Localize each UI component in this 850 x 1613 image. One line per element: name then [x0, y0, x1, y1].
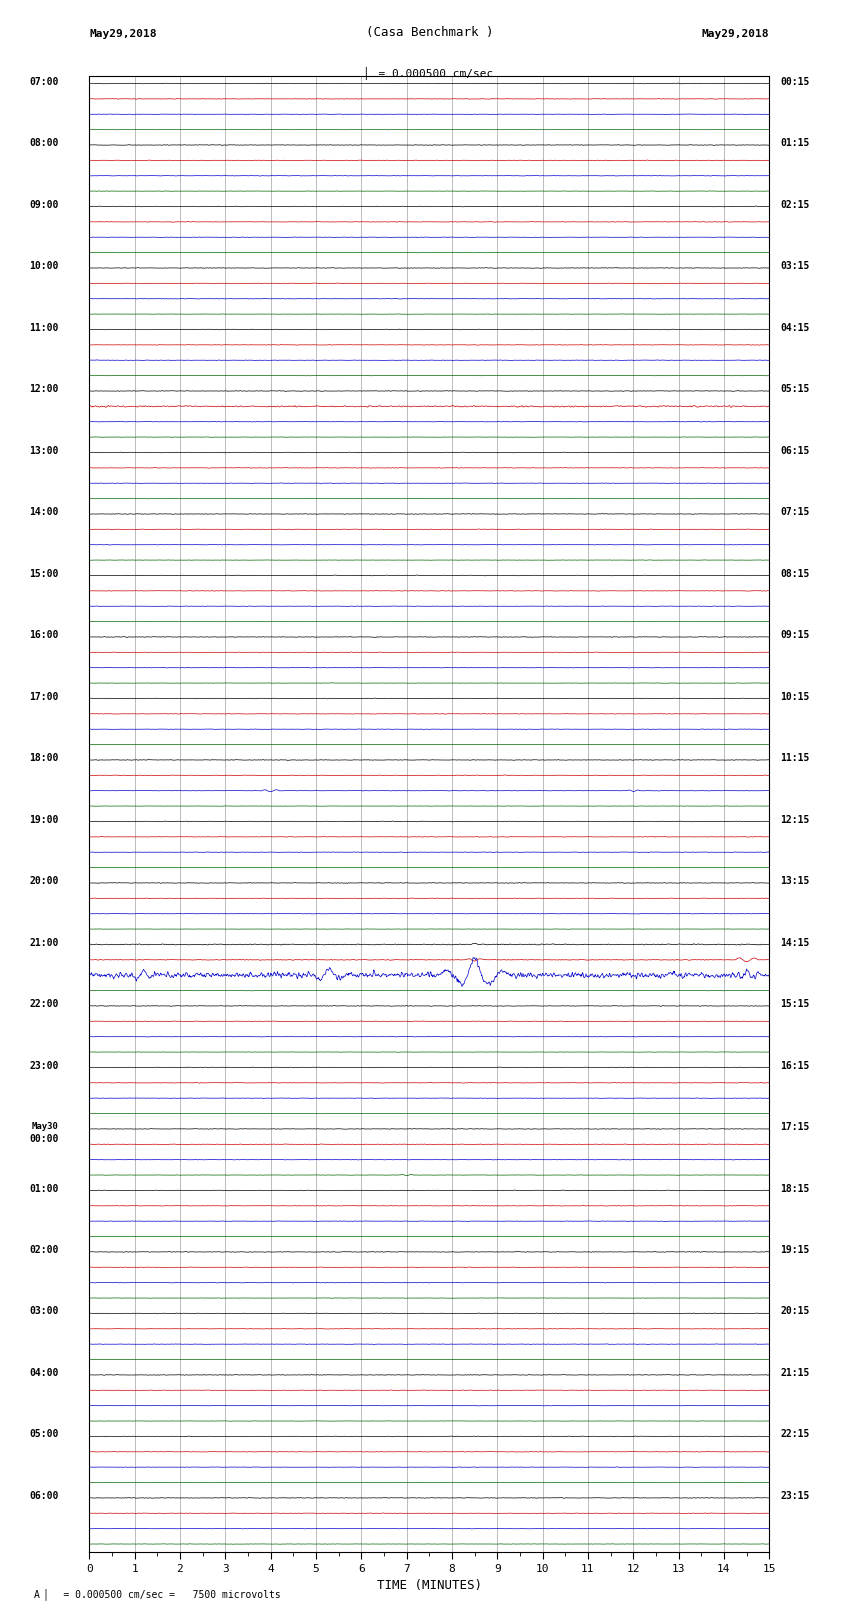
Text: 03:15: 03:15	[780, 261, 810, 271]
Text: 11:15: 11:15	[780, 753, 810, 763]
Text: 08:15: 08:15	[780, 568, 810, 579]
Text: 06:00: 06:00	[29, 1490, 59, 1502]
Text: 16:15: 16:15	[780, 1060, 810, 1071]
Text: 00:15: 00:15	[780, 76, 810, 87]
Text: 14:15: 14:15	[780, 937, 810, 947]
Text: 23:15: 23:15	[780, 1490, 810, 1502]
Text: 09:00: 09:00	[29, 200, 59, 210]
Text: 04:00: 04:00	[29, 1368, 59, 1378]
Text: 07:15: 07:15	[780, 506, 810, 518]
Text: 02:00: 02:00	[29, 1245, 59, 1255]
Text: 05:00: 05:00	[29, 1429, 59, 1439]
Text: 20:15: 20:15	[780, 1307, 810, 1316]
Text: 10:15: 10:15	[780, 692, 810, 702]
Text: 05:15: 05:15	[780, 384, 810, 394]
Text: 13:00: 13:00	[29, 445, 59, 455]
Text: 17:15: 17:15	[780, 1123, 810, 1132]
Text: 02:15: 02:15	[780, 200, 810, 210]
Text: 17:00: 17:00	[29, 692, 59, 702]
Text: 01:00: 01:00	[29, 1184, 59, 1194]
Text: 06:15: 06:15	[780, 445, 810, 455]
Text: 03:00: 03:00	[29, 1307, 59, 1316]
Text: 07:00: 07:00	[29, 76, 59, 87]
Text: 01:15: 01:15	[780, 139, 810, 148]
Text: May29,2018: May29,2018	[702, 29, 769, 39]
Text: 21:00: 21:00	[29, 937, 59, 947]
Text: ▏ = 0.000500 cm/sec: ▏ = 0.000500 cm/sec	[366, 68, 493, 81]
Text: 08:00: 08:00	[29, 139, 59, 148]
Text: May29,2018: May29,2018	[89, 29, 156, 39]
X-axis label: TIME (MINUTES): TIME (MINUTES)	[377, 1579, 482, 1592]
Text: 12:00: 12:00	[29, 384, 59, 394]
Text: 18:15: 18:15	[780, 1184, 810, 1194]
Text: 12:15: 12:15	[780, 815, 810, 824]
Text: (Casa Benchmark ): (Casa Benchmark )	[366, 26, 493, 39]
Text: 09:15: 09:15	[780, 631, 810, 640]
Text: 19:15: 19:15	[780, 1245, 810, 1255]
Text: 04:15: 04:15	[780, 323, 810, 332]
Text: 22:15: 22:15	[780, 1429, 810, 1439]
Text: 19:00: 19:00	[29, 815, 59, 824]
Text: A ▏  = 0.000500 cm/sec =   7500 microvolts: A ▏ = 0.000500 cm/sec = 7500 microvolts	[34, 1587, 280, 1600]
Text: 15:00: 15:00	[29, 568, 59, 579]
Text: May30: May30	[31, 1123, 59, 1131]
Text: 22:00: 22:00	[29, 998, 59, 1010]
Text: 11:00: 11:00	[29, 323, 59, 332]
Text: 15:15: 15:15	[780, 998, 810, 1010]
Text: 18:00: 18:00	[29, 753, 59, 763]
Text: 16:00: 16:00	[29, 631, 59, 640]
Text: 23:00: 23:00	[29, 1060, 59, 1071]
Text: 13:15: 13:15	[780, 876, 810, 886]
Text: 00:00: 00:00	[29, 1134, 59, 1144]
Text: 21:15: 21:15	[780, 1368, 810, 1378]
Text: 10:00: 10:00	[29, 261, 59, 271]
Text: 20:00: 20:00	[29, 876, 59, 886]
Text: 14:00: 14:00	[29, 506, 59, 518]
